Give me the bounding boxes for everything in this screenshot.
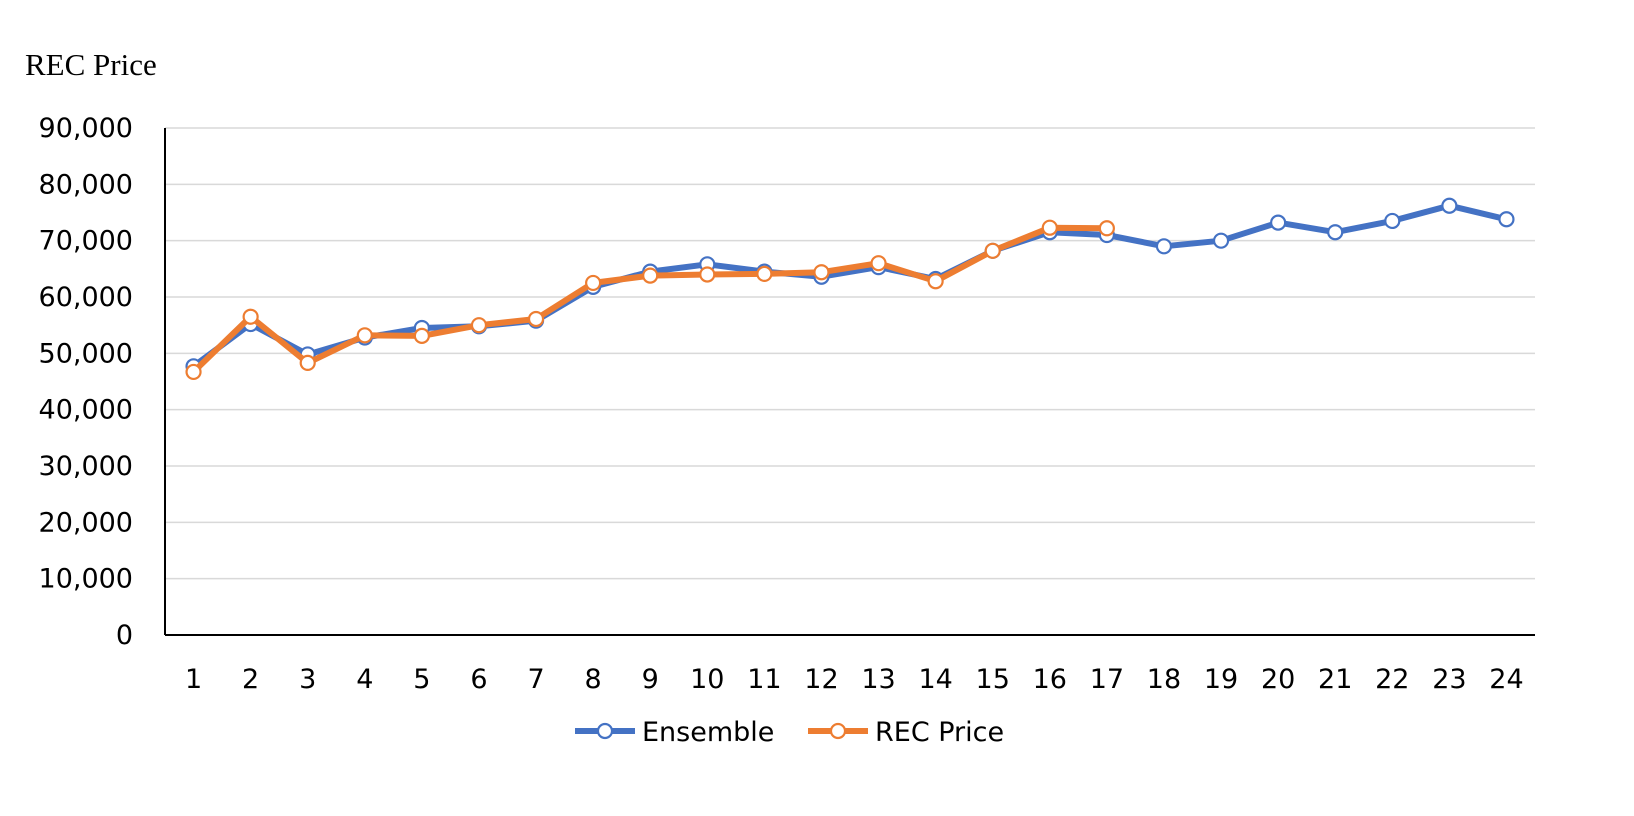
legend-marker (596, 722, 614, 740)
data-point (185, 363, 202, 381)
data-point (1155, 238, 1173, 255)
x-tick-label: 17 (1090, 664, 1124, 695)
gridlines (165, 127, 1535, 580)
x-tick-label: 16 (1033, 664, 1067, 695)
data-point (870, 255, 887, 272)
y-tick-label: 90,000 (39, 113, 133, 144)
x-tick-label: 11 (747, 664, 781, 695)
data-point (642, 267, 659, 284)
x-tick-label: 21 (1318, 664, 1352, 695)
x-tick-label: 3 (299, 664, 316, 695)
y-tick-label: 70,000 (39, 226, 133, 257)
data-point (242, 308, 259, 325)
data-point (299, 354, 316, 372)
x-tick-label: 14 (918, 664, 952, 695)
data-point (413, 327, 430, 344)
y-tick-label: 10,000 (39, 564, 133, 595)
data-point (1327, 224, 1344, 241)
x-tick-label: 4 (356, 664, 373, 695)
series-ensemble (185, 197, 1515, 375)
data-point (699, 266, 716, 283)
y-axis-title: REC Price (25, 47, 157, 82)
x-tick-label: 8 (585, 664, 602, 695)
x-tick-label: 9 (642, 664, 659, 695)
x-tick-label: 1 (185, 664, 202, 695)
series-rec-price (185, 219, 1115, 381)
y-tick-label: 60,000 (39, 282, 133, 313)
y-tick-label: 80,000 (39, 169, 133, 200)
axes (164, 128, 1535, 636)
y-tick-label: 30,000 (39, 451, 133, 482)
legend-label: Ensemble (642, 717, 774, 748)
series-line (190, 224, 1110, 375)
legend: Ensemble REC Price (575, 717, 1004, 748)
x-tick-label: 20 (1261, 664, 1295, 695)
data-point (470, 317, 488, 334)
x-tick-label: 12 (804, 664, 838, 695)
x-tick-label: 22 (1375, 664, 1409, 695)
x-tick-label: 2 (242, 664, 259, 695)
data-point (1441, 197, 1458, 214)
data-point (1270, 214, 1287, 231)
y-tick-label: 50,000 (39, 338, 133, 369)
y-tick-labels: 0 10,000 20,000 30,000 40,000 50,000 60,000 70,… (39, 113, 133, 651)
x-tick-label: 24 (1489, 664, 1523, 695)
x-tick-label: 6 (470, 664, 487, 695)
data-point (1384, 212, 1401, 230)
data-point (1212, 232, 1230, 249)
data-point (1098, 220, 1115, 237)
y-tick-label: 40,000 (39, 395, 133, 426)
data-point (1498, 211, 1515, 228)
y-tick-label: 20,000 (39, 507, 133, 538)
x-tick-label: 5 (413, 664, 430, 695)
legend-item: REC Price (808, 717, 1004, 748)
legend-item: Ensemble (575, 717, 774, 748)
x-tick-label: 7 (527, 664, 544, 695)
x-tick-label: 18 (1147, 664, 1181, 695)
legend-label: REC Price (875, 717, 1004, 748)
x-tick-label: 23 (1432, 664, 1466, 695)
legend-marker (829, 722, 847, 740)
data-point (356, 327, 373, 344)
data-point (585, 274, 602, 292)
data-point (927, 273, 944, 290)
data-point (756, 265, 773, 283)
y-tick-label: 0 (116, 620, 133, 651)
x-tick-labels: 1 2 3 4 5 6 7 8 9 10 11 12 13 14 15 16 17 18 19 20 21 22 23 24 (185, 664, 1524, 695)
series-line (190, 202, 1510, 370)
x-tick-label: 10 (690, 664, 724, 695)
x-tick-label: 13 (861, 664, 895, 695)
data-point (813, 264, 830, 281)
x-tick-label: 15 (976, 664, 1010, 695)
data-point (984, 242, 1001, 259)
x-tick-label: 19 (1204, 664, 1238, 695)
data-point (1041, 219, 1058, 236)
series-lines (185, 197, 1515, 381)
data-point (527, 310, 545, 328)
